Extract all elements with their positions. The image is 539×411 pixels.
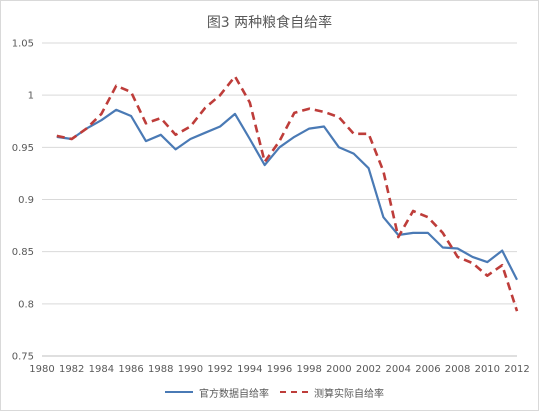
y-tick-label: 1: [28, 91, 34, 102]
y-tick-label: 0.75: [12, 352, 34, 363]
x-tick-label: 2012: [504, 364, 529, 375]
chart-title: 图3 两种粮食自给率: [206, 15, 333, 31]
series-line-estimated: [56, 75, 519, 312]
y-tick-label: 0.95: [12, 143, 34, 154]
series-line-official: [56, 108, 518, 281]
x-tick-label: 1992: [207, 364, 232, 375]
y-tick-label: 0.8: [18, 299, 34, 310]
y-tick-label: 0.9: [18, 195, 34, 206]
x-tick-label: 2002: [356, 364, 381, 375]
x-tick-label: 2000: [326, 364, 351, 375]
x-tick-label: 1982: [59, 364, 84, 375]
x-tick-label: 2006: [415, 364, 440, 375]
x-tick-label: 1994: [237, 364, 262, 375]
x-tick-label: 1986: [118, 364, 143, 375]
x-tick-label: 1984: [89, 364, 114, 375]
legend-item-estimated: 测算实际自给率: [280, 384, 384, 400]
x-tick-label: 1980: [29, 364, 54, 375]
legend-label-official: 官方数据自给率: [199, 388, 269, 400]
x-tick-label: 2010: [475, 364, 500, 375]
x-tick-label: 1998: [296, 364, 321, 375]
legend-label-estimated: 测算实际自给率: [314, 388, 384, 400]
legend-swatch-estimated: [280, 391, 308, 393]
legend-item-official: 官方数据自给率: [165, 384, 269, 400]
chart-legend: 官方数据自给率 测算实际自给率: [0, 384, 539, 400]
legend-swatch-official: [165, 391, 193, 393]
x-tick-label: 1990: [178, 364, 203, 375]
x-tick-label: 1988: [148, 364, 173, 375]
x-tick-label: 2008: [445, 364, 470, 375]
x-tick-label: 1996: [267, 364, 292, 375]
x-tick-label: 2004: [386, 364, 411, 375]
y-tick-label: 1.05: [12, 39, 34, 50]
y-tick-label: 0.85: [12, 247, 34, 258]
